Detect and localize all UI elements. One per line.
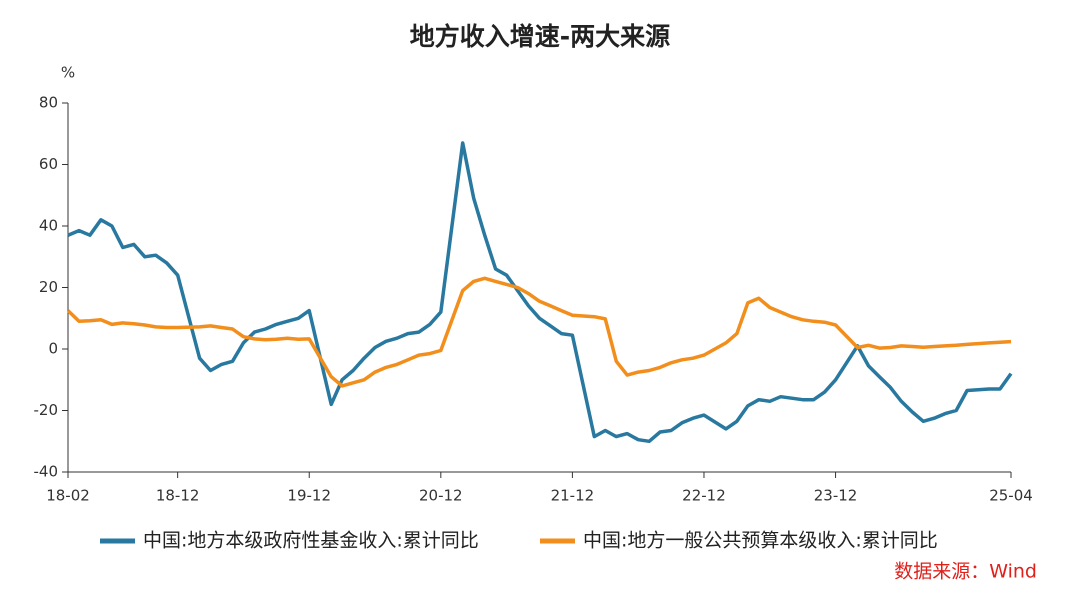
legend-label: 中国:地方本级政府性基金收入:累计同比: [143, 530, 479, 552]
x-tick-label: 20-12: [419, 487, 463, 505]
series-line: [67, 141, 1013, 444]
y-tick-label: -40: [34, 463, 59, 481]
legend-label: 中国:地方一般公共预算本级收入:累计同比: [583, 530, 938, 552]
x-tick-label: 18-02: [46, 487, 90, 505]
x-tick-label: 18-12: [156, 487, 200, 505]
series-line: [66, 276, 1012, 388]
x-tick-label: 23-12: [814, 487, 858, 505]
y-tick-label: 80: [39, 94, 58, 112]
y-tick-label: 0: [48, 340, 58, 358]
y-tick-label: 20: [39, 278, 58, 296]
y-unit: %: [61, 64, 75, 82]
chart-title: 地方收入增速-两大来源: [410, 22, 670, 51]
x-tick-label: 25-04: [989, 487, 1033, 505]
y-tick-label: 60: [39, 155, 58, 173]
y-tick-label: -20: [34, 401, 59, 419]
x-tick-label: 21-12: [551, 487, 595, 505]
x-tick-label: 22-12: [682, 487, 726, 505]
y-tick-label: 40: [39, 217, 58, 235]
source: 数据来源：Wind: [894, 561, 1037, 583]
x-tick-label: 19-12: [287, 487, 331, 505]
